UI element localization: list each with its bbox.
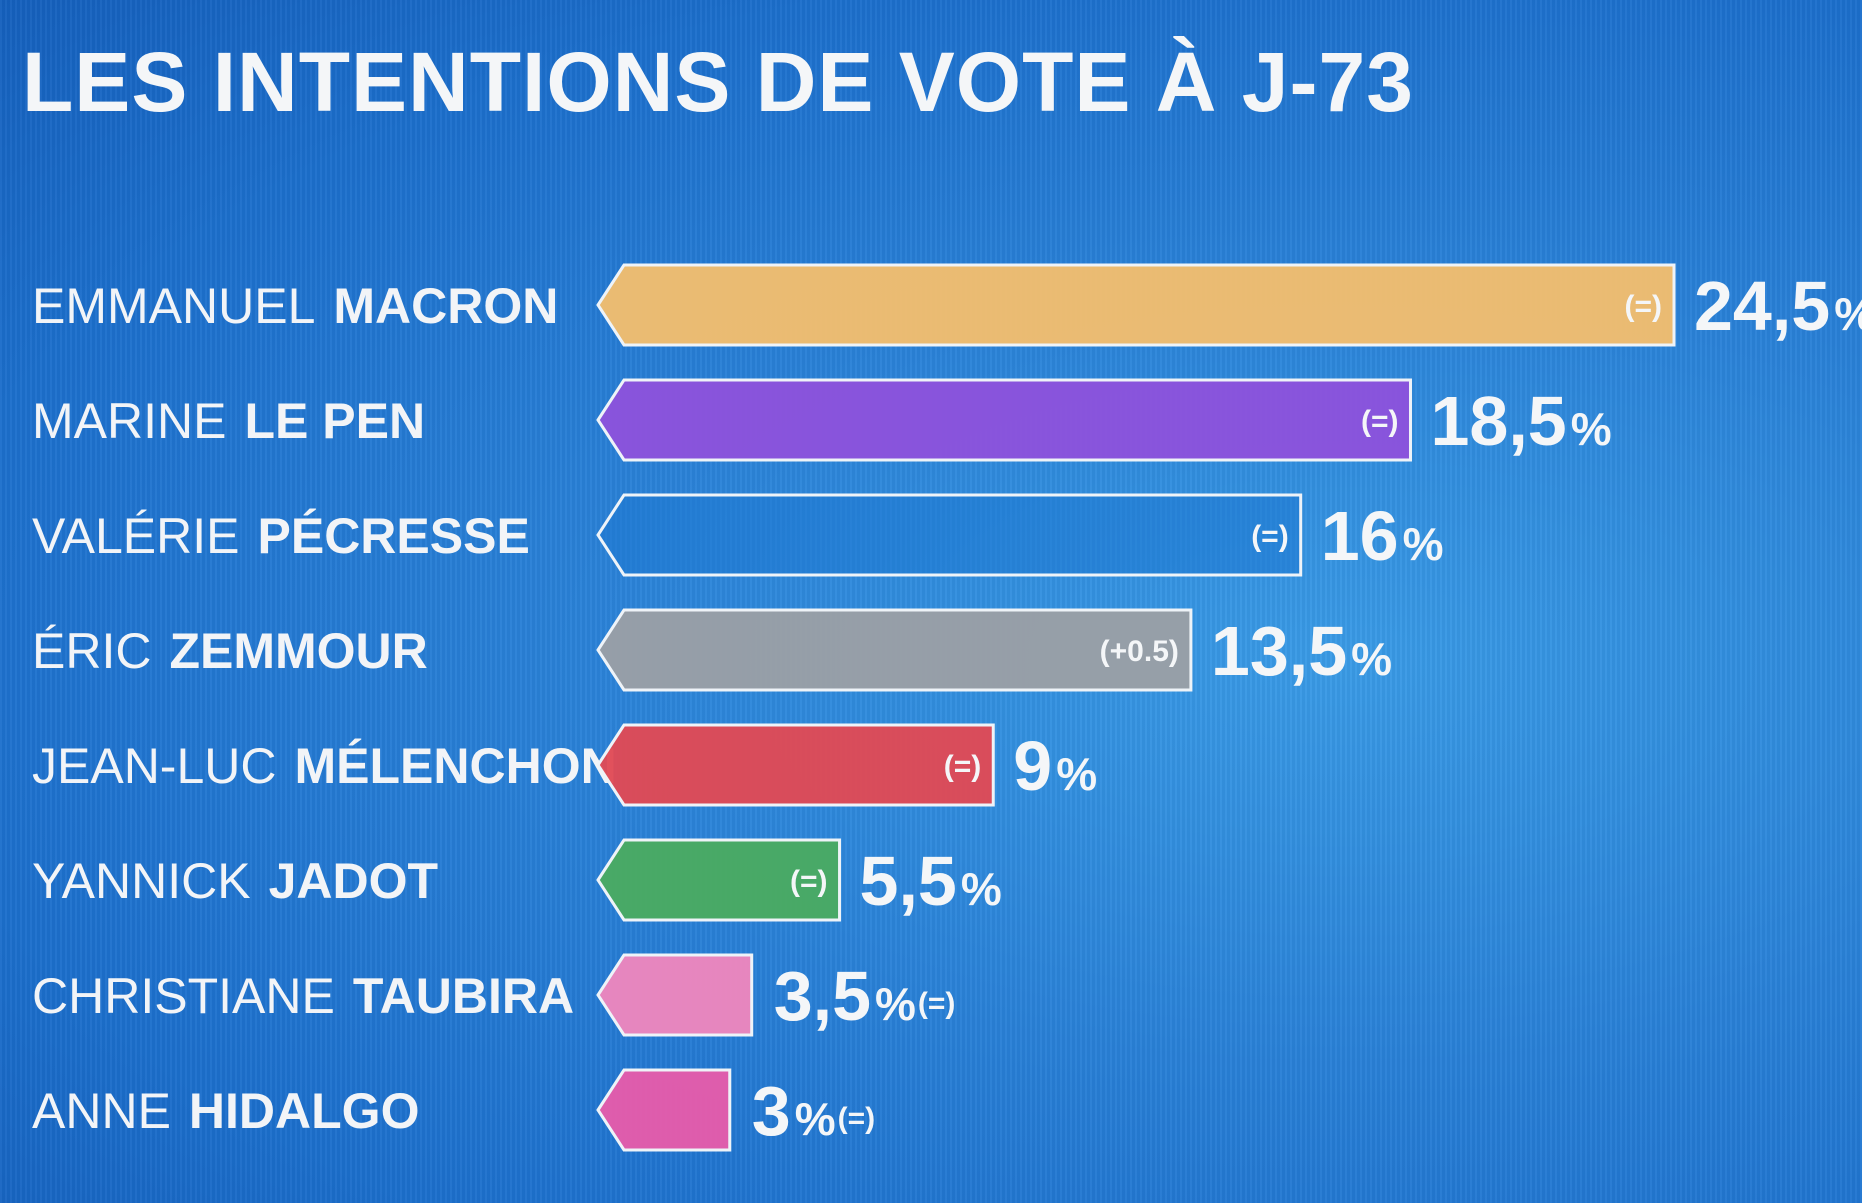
- candidate-last-name: JADOT: [269, 853, 438, 909]
- candidate-first-name: ÉRIC: [32, 623, 151, 679]
- value-label: 16%: [1321, 497, 1444, 575]
- candidate-last-name: MACRON: [333, 278, 558, 334]
- candidate-last-name: HIDALGO: [189, 1083, 420, 1139]
- bar-le-pen: [596, 378, 1412, 462]
- candidate-label-le-pen: MARINE LE PEN: [32, 393, 425, 449]
- change-indicator: (=): [838, 1102, 876, 1135]
- candidate-label-zemmour: ÉRIC ZEMMOUR: [32, 623, 428, 679]
- change-indicator: (=): [790, 865, 828, 898]
- value-label: 24,5%: [1694, 267, 1862, 345]
- candidate-label-macron: EMMANUEL MACRON: [32, 278, 558, 334]
- change-indicator: (=): [944, 750, 982, 783]
- value-label: 3%: [752, 1072, 836, 1150]
- value-label: 9%: [1013, 727, 1097, 805]
- change-indicator: (=): [918, 987, 956, 1020]
- candidate-first-name: CHRISTIANE: [32, 968, 335, 1024]
- candidate-first-name: MARINE: [32, 393, 226, 449]
- candidate-last-name: TAUBIRA: [353, 968, 574, 1024]
- candidate-last-name: MÉLENCHON: [294, 738, 616, 794]
- candidate-last-name: ZEMMOUR: [169, 623, 427, 679]
- value-label: 5,5%: [860, 842, 1002, 920]
- bar-jadot: [596, 838, 842, 922]
- chart-title: LES INTENTIONS DE VOTE À J-73: [22, 35, 1414, 129]
- change-indicator: (=): [1251, 520, 1289, 553]
- bar-macron: [596, 263, 1676, 347]
- value-label: 13,5%: [1211, 612, 1392, 690]
- bar-melenchon: [596, 723, 995, 807]
- change-indicator: (=): [1625, 290, 1663, 323]
- bar-zemmour: [596, 608, 1193, 692]
- candidate-label-jadot: YANNICK JADOT: [32, 853, 438, 909]
- candidate-first-name: VALÉRIE: [32, 508, 240, 564]
- candidate-first-name: JEAN-LUC: [32, 738, 276, 794]
- candidate-first-name: YANNICK: [32, 853, 251, 909]
- bar-pecresse: [596, 493, 1303, 577]
- candidate-first-name: ANNE: [32, 1083, 171, 1139]
- candidate-label-hidalgo: ANNE HIDALGO: [32, 1083, 419, 1139]
- candidate-first-name: EMMANUEL: [32, 278, 315, 334]
- candidate-label-melenchon: JEAN-LUC MÉLENCHON: [32, 738, 617, 794]
- candidate-last-name: LE PEN: [244, 393, 425, 449]
- candidate-label-pecresse: VALÉRIE PÉCRESSE: [32, 508, 530, 564]
- value-label: 18,5%: [1430, 382, 1611, 460]
- change-indicator: (=): [1361, 405, 1399, 438]
- candidate-last-name: PÉCRESSE: [258, 508, 530, 564]
- change-indicator: (+0.5): [1100, 635, 1179, 668]
- bar-hidalgo: [596, 1068, 732, 1152]
- bar-taubira: [596, 953, 754, 1037]
- value-label: 3,5%: [774, 957, 916, 1035]
- candidate-label-taubira: CHRISTIANE TAUBIRA: [32, 968, 574, 1024]
